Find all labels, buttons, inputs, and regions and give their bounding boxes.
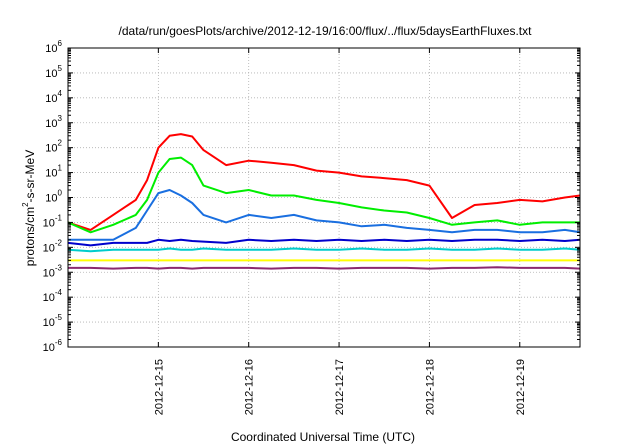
y-tick-exp: -1 <box>55 213 63 222</box>
y-tick-base: 10 <box>45 68 57 80</box>
y-tick-base: 10 <box>45 168 57 180</box>
y-axis-label-base: protons/cm <box>23 207 37 266</box>
y-tick-label: 103 <box>45 114 62 130</box>
series-line-2 <box>67 156 580 234</box>
y-tick-exp: -3 <box>55 263 63 272</box>
x-tick-label: 2012-12-17 <box>334 359 346 415</box>
series-line-7 <box>68 266 581 270</box>
y-tick-labels: 10-610-510-410-310-210-11001011021031041… <box>43 39 63 354</box>
y-tick-label: 101 <box>45 164 62 180</box>
y-tick-base: 10 <box>43 317 55 329</box>
y-tick-label: 10-3 <box>43 263 63 279</box>
x-tick-label: 2012-12-15 <box>153 359 165 415</box>
y-tick-base: 10 <box>45 143 57 155</box>
x-tick-label: 2012-12-16 <box>244 359 256 415</box>
y-tick-base: 10 <box>45 193 57 205</box>
x-tick-labels: 2012-12-15 2012-12-16 2012-12-17 2012-12-18… <box>153 359 526 415</box>
y-tick-label: 100 <box>45 189 62 205</box>
chart-grid <box>68 48 580 347</box>
chart-series <box>67 133 581 270</box>
y-tick-base: 10 <box>43 292 55 304</box>
y-tick-exp: 6 <box>58 39 63 48</box>
y-tick-exp: -2 <box>55 238 63 247</box>
series-line-1 <box>67 133 581 231</box>
x-axis-label: Coordinated Universal Time (UTC) <box>231 430 415 444</box>
y-tick-label: 10-6 <box>43 338 63 354</box>
y-axis-label-exp: 2 <box>21 202 30 207</box>
y-tick-exp: -5 <box>55 313 63 322</box>
y-axis-label: protons/cm2-s-sr-MeV <box>21 150 37 266</box>
y-tick-base: 10 <box>43 217 55 229</box>
series-line-5 <box>67 247 581 253</box>
y-tick-base: 10 <box>45 43 57 55</box>
y-tick-exp: 2 <box>58 139 63 148</box>
axis-ticks <box>68 47 580 348</box>
y-tick-base: 10 <box>45 118 57 130</box>
y-tick-label: 10-2 <box>43 238 63 254</box>
series-line-4 <box>67 238 581 247</box>
y-tick-label: 102 <box>45 139 62 155</box>
y-tick-label: 105 <box>45 64 62 80</box>
chart-title: /data/run/goesPlots/archive/2012-12-19/1… <box>119 24 533 38</box>
y-tick-base: 10 <box>43 267 55 279</box>
y-tick-label: 10-1 <box>43 213 63 229</box>
y-tick-label: 104 <box>45 89 62 105</box>
y-axis-label-rest: -s-sr-MeV <box>23 150 37 203</box>
y-tick-base: 10 <box>43 342 55 354</box>
y-tick-base: 10 <box>45 93 57 105</box>
x-tick-label: 2012-12-19 <box>515 359 527 415</box>
y-tick-exp: 4 <box>58 89 63 98</box>
series-line-3 <box>68 189 581 241</box>
y-tick-exp: -4 <box>55 288 63 297</box>
y-tick-base: 10 <box>43 242 55 254</box>
y-tick-label: 10-5 <box>43 313 63 329</box>
y-tick-exp: 1 <box>58 164 63 173</box>
y-tick-exp: -6 <box>55 338 63 347</box>
y-tick-exp: 0 <box>58 189 63 198</box>
y-tick-exp: 5 <box>58 64 63 73</box>
x-tick-label: 2012-12-18 <box>424 359 436 415</box>
y-tick-exp: 3 <box>58 114 63 123</box>
y-tick-label: 10-4 <box>43 288 63 304</box>
y-tick-label: 106 <box>45 39 62 55</box>
